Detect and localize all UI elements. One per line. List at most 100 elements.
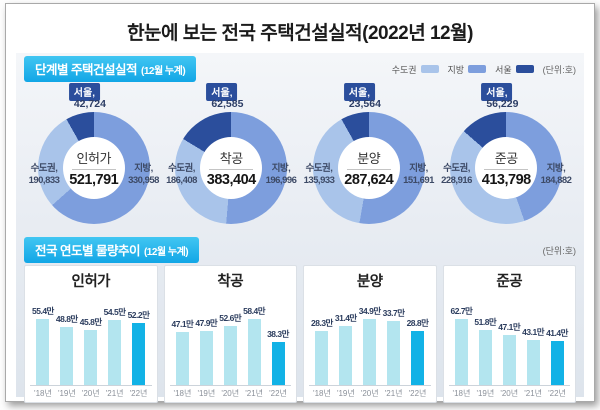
sudogwon-label: 수도권, 228,916 [429, 163, 485, 188]
bars-area: 55.4만 48.8만 45.8만 54.5만 52.2만 [30, 291, 152, 386]
trend-badge-note: (12월 누계) [143, 247, 189, 258]
jibang-value: 184,882 [540, 175, 572, 187]
bar-value-label: 47.1만 [498, 322, 521, 332]
sudogwon-value: 228,916 [441, 175, 472, 187]
bar-column: 52.6만 [218, 312, 242, 385]
donut-row: 서울, 42,724 인허가 521,791 수도권, 190,833 지방, … [24, 83, 576, 235]
x-axis-label: '21년 [524, 389, 543, 398]
jibang-name: 지방, [134, 163, 153, 174]
x-axis-label: '18년 [173, 389, 192, 398]
bar-column: 47.9만 [194, 317, 218, 385]
legend-label: 수도권 [391, 64, 417, 75]
bar-value-label: 47.9만 [195, 318, 218, 328]
bar-chart-starts: 착공 47.1만 47.9만 52.6만 58.4만 38.3만 '18년 '19년 '20… [163, 265, 297, 403]
donut-title: 준공 [494, 151, 518, 166]
bar [363, 319, 377, 385]
jibang-label: 지방, 151,691 [391, 163, 447, 188]
content-area: 단계별 주택건설실적 (12월 누계) 수도권 지방 서울 (단위:호) [16, 53, 584, 403]
x-axis-label: '20년 [500, 389, 519, 398]
x-axis-label: '21년 [245, 389, 264, 398]
legend-swatch-seoul [515, 65, 534, 73]
bar-column: 55.4만 [31, 305, 55, 385]
x-axis-label: '19년 [57, 389, 76, 398]
sudogwon-name: 수도권, [443, 163, 470, 174]
x-axis-label: '18년 [34, 389, 52, 398]
donut-title: 인허가 [76, 151, 112, 166]
bar [84, 330, 98, 385]
x-axis-label: '19년 [197, 389, 216, 398]
donut-title: 분양 [357, 151, 381, 166]
bar-value-label: 43.1만 [522, 327, 545, 337]
seoul-value: 42,724 [73, 98, 106, 110]
sudogwon-name: 수도권, [305, 163, 333, 174]
donut-center: 분양 287,624 [337, 137, 400, 199]
bar-column: 47.1만 [497, 321, 521, 385]
bar-value-label: 45.8만 [79, 317, 102, 327]
bar [550, 341, 564, 385]
divider [71, 169, 116, 170]
donut-chart-sales: 서울, 23,564 분양 287,624 수도권, 135,933 지방, 1… [300, 83, 438, 235]
bar-value-label: 33.7만 [382, 308, 405, 318]
donut-total: 413,798 [481, 172, 531, 188]
bar [132, 323, 145, 385]
bar [36, 319, 50, 385]
donut-chart-permits: 서울, 42,724 인허가 521,791 수도권, 190,833 지방, … [25, 83, 163, 235]
bar [199, 331, 213, 385]
bar-value-label: 47.1만 [171, 319, 194, 329]
seoul-label-badge: 서울, [206, 83, 238, 101]
sudogwon-label: 수도권, 186,408 [154, 163, 210, 188]
bar-chart-completions: 준공 62.7만 51.8만 47.1만 43.1만 41.4만 '18년 '19년 '20… [442, 265, 576, 403]
donut-ring: 착공 383,404 [175, 112, 288, 224]
bars-area: 28.3만 31.4만 34.9만 33.7만 28.8만 [309, 291, 431, 386]
bar-value-label: 38.3만 [267, 329, 289, 339]
divider [346, 169, 391, 170]
stage-badge-label: 단계별 주택건설실적 [35, 63, 137, 77]
legend: 수도권 지방 서울 (단위:호) [392, 63, 576, 76]
bar [271, 342, 285, 385]
divider [209, 169, 254, 170]
trend-section-header: 전국 연도별 물량추이 (12월 누계) (단위:호) [24, 237, 576, 263]
bar-column: 45.8만 [79, 316, 103, 385]
sudogwon-label: 수도권, 190,833 [16, 163, 72, 188]
bar-column: 33.7만 [382, 307, 406, 385]
bar [411, 331, 424, 385]
bar-value-label: 28.8만 [406, 318, 429, 328]
bar-chart-permits: 인허가 55.4만 48.8만 45.8만 54.5만 52.2만 '18년 '19년 '2… [24, 265, 158, 403]
bar-value-label: 62.7만 [450, 306, 473, 316]
bar-value-label: 52.2만 [127, 310, 150, 320]
bar [454, 319, 468, 385]
bar-value-label: 51.8만 [474, 317, 497, 327]
bar-chart-title: 인허가 [71, 274, 111, 290]
bar [478, 330, 492, 385]
photo-frame: 한눈에 보는 전국 주택건설실적(2022년 12월) 단계별 주택건설실적 (1… [5, 3, 595, 403]
legend-swatch-sudogwon [420, 65, 439, 73]
x-axis-label: '19년 [476, 389, 495, 398]
bar-value-label: 41.4만 [546, 328, 568, 338]
x-axis: '18년 '19년 '20년 '21년 '22년 [170, 386, 292, 399]
sudogwon-value: 135,933 [303, 175, 335, 187]
bar-value-label: 34.9만 [358, 306, 381, 316]
jibang-label: 지방, 330,958 [116, 163, 172, 188]
donut-chart-completions: 서울, 56,229 준공 413,798 수도권, 228,916 지방, 1… [438, 83, 576, 235]
stage-section-badge: 단계별 주택건설실적 (12월 누계) [24, 56, 197, 82]
sudogwon-label: 수도권, 135,933 [291, 163, 347, 188]
jibang-label: 지방, 184,882 [528, 163, 584, 188]
bar [502, 335, 516, 385]
sudogwon-value: 190,833 [28, 175, 60, 187]
x-axis-label: '21년 [105, 389, 124, 398]
sudogwon-name: 수도권, [30, 163, 58, 174]
seoul-label-badge: 서울, [343, 83, 375, 101]
donut-center: 인허가 521,791 [62, 137, 125, 199]
bar [387, 321, 401, 385]
donut-ring: 인허가 521,791 [37, 112, 150, 224]
x-axis-label: '20년 [81, 389, 100, 398]
bar-column: 47.1만 [171, 318, 195, 385]
bar-value-label: 48.8만 [55, 314, 78, 324]
legend-item-jibang: 지방 [448, 63, 487, 76]
stage-section-header: 단계별 주택건설실적 (12월 누계) 수도권 지방 서울 (단위:호) [24, 56, 576, 82]
x-axis: '18년 '19년 '20년 '21년 '22년 [30, 386, 152, 399]
bar-column: 38.3만 [266, 328, 290, 385]
bar-value-label: 54.5만 [103, 307, 126, 317]
x-axis-label: '22년 [548, 389, 566, 398]
